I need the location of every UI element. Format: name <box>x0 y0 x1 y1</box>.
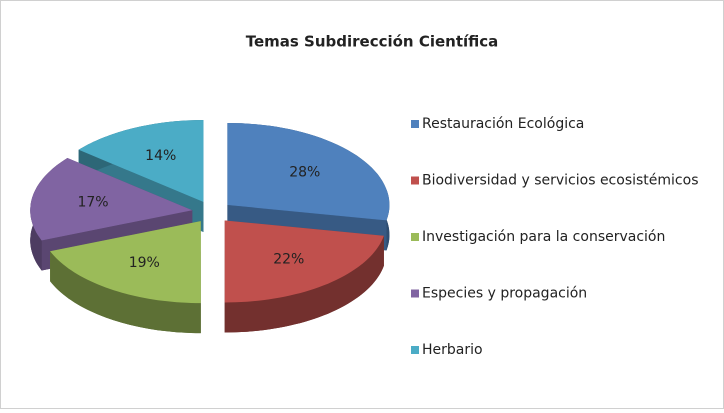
data-label: 28% <box>289 165 320 181</box>
legend-label: Biodiversidad y servicios ecosistémicos <box>422 173 699 189</box>
slice-side <box>224 235 384 333</box>
legend-swatch <box>411 289 419 298</box>
slice-top <box>50 221 201 304</box>
legend-label: Investigación para la conservación <box>422 229 665 245</box>
data-label: 17% <box>77 194 108 210</box>
legend-swatch <box>411 176 419 185</box>
legend-swatch <box>411 233 419 241</box>
legend-swatch <box>411 346 419 354</box>
legend-label: Especies y propagación <box>422 286 587 302</box>
legend-label: Restauración Ecológica <box>422 116 584 132</box>
data-label: 22% <box>273 252 304 268</box>
legend-label: Herbario <box>422 342 483 358</box>
slice-top <box>227 123 390 221</box>
slice-side <box>50 251 201 334</box>
slice-top <box>78 120 204 203</box>
pie-slice <box>50 221 201 334</box>
slice-top <box>30 158 193 241</box>
chart-title: Temas Subdirección Científica <box>246 33 499 51</box>
pie-slice <box>224 220 384 333</box>
legend-swatch <box>411 120 419 128</box>
slice-top <box>224 220 384 303</box>
data-label: 14% <box>145 148 176 164</box>
data-label: 19% <box>129 255 160 271</box>
